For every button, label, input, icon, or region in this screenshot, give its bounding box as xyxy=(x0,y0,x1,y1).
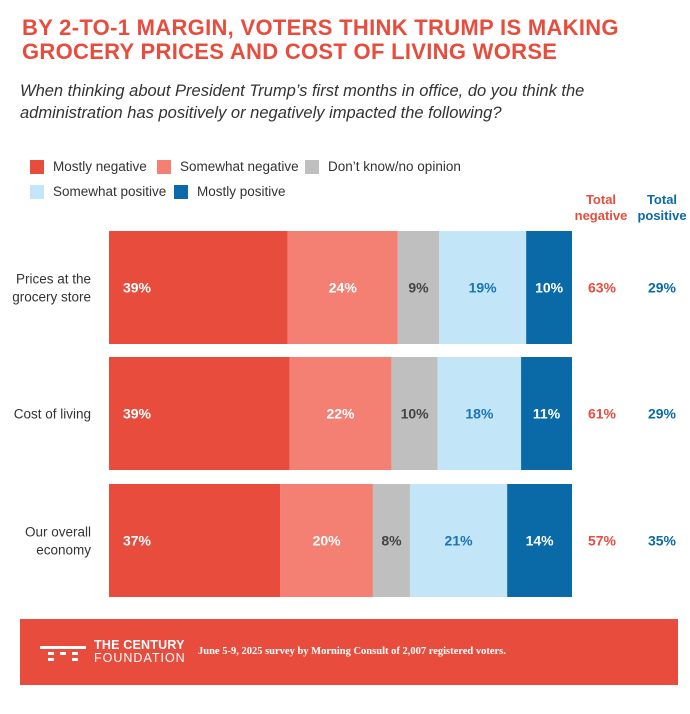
total-positive-header-line-1: Total xyxy=(646,192,678,207)
bar-data-label: 18% xyxy=(465,406,494,422)
legend-item-mostly-positive: Mostly positive xyxy=(174,184,286,199)
source-note: June 5-9, 2025 survey by Morning Consult… xyxy=(198,646,506,657)
legend-item-dont-know: Don’t know/no opinion xyxy=(305,159,461,174)
legend-label: Mostly positive xyxy=(197,184,286,199)
chart-title-line-2: GROCERY PRICES AND COST OF LIVING WORSE xyxy=(22,39,558,64)
bar-data-label: 20% xyxy=(313,533,342,549)
total-positive-value: 29% xyxy=(648,406,677,422)
chart-title-line-1: BY 2-TO-1 MARGIN, VOTERS THINK TRUMP IS … xyxy=(22,15,619,40)
century-foundation-logo-mark-icon xyxy=(40,642,86,662)
total-negative-header-line-2: negative xyxy=(574,208,628,223)
legend-swatch xyxy=(30,184,44,199)
bar-segment xyxy=(439,231,527,344)
chart-subtitle-line-1: When thinking about President Trump’s fi… xyxy=(20,82,585,100)
bar-data-label: 39% xyxy=(123,406,152,422)
total-negative-header-line-1: Total xyxy=(585,192,617,207)
category-label: economy xyxy=(36,543,91,558)
category-label: Prices at the xyxy=(16,272,91,287)
bar-segment xyxy=(287,231,398,344)
bar-segment xyxy=(507,484,572,597)
total-negative-value: 61% xyxy=(588,406,617,422)
total-positive-value: 35% xyxy=(648,533,677,549)
bar-segment xyxy=(372,484,410,597)
bar-data-label: 19% xyxy=(469,280,498,296)
footer-banner: THE CENTURY FOUNDATION June 5-9, 2025 su… xyxy=(20,619,678,685)
bar-segment xyxy=(109,357,290,470)
total-negative-value: 57% xyxy=(588,533,617,549)
legend-swatch xyxy=(305,159,319,174)
category-label: Our overall xyxy=(25,525,91,540)
legend-label: Don’t know/no opinion xyxy=(328,159,461,174)
legend-label: Somewhat negative xyxy=(180,159,299,174)
bar-data-label: 10% xyxy=(535,280,564,296)
chart-subtitle-line-2: administration has positively or negativ… xyxy=(20,104,502,122)
bar-segment xyxy=(109,484,281,597)
bar-segment xyxy=(280,484,373,597)
total-negative-header: Total negative xyxy=(571,192,631,224)
bar-data-label: 9% xyxy=(408,280,429,296)
bar-segment xyxy=(521,357,572,470)
bar-data-label: 10% xyxy=(401,406,430,422)
legend-label: Somewhat positive xyxy=(53,184,167,199)
bar-segment xyxy=(526,231,572,344)
bar-data-label: 14% xyxy=(526,533,555,549)
bar-data-label: 37% xyxy=(123,533,152,549)
category-label: grocery store xyxy=(12,290,91,305)
stacked-bar-chart: 39% 24% 9% 19% 10% Prices at the grocery store… xyxy=(12,231,677,597)
legend-label: Mostly negative xyxy=(53,159,147,174)
legend-item-somewhat-positive: Somewhat positive xyxy=(30,184,166,199)
bar-segment xyxy=(437,357,522,470)
logo-text-line-2: FOUNDATION xyxy=(94,651,186,665)
legend-item-somewhat-negative: Somewhat negative xyxy=(157,159,299,174)
bar-data-label: 24% xyxy=(329,280,358,296)
bar-data-label: 8% xyxy=(381,533,402,549)
bar-data-label: 11% xyxy=(533,406,561,422)
bar-segment xyxy=(289,357,392,470)
chart-title: BY 2-TO-1 MARGIN, VOTERS THINK TRUMP IS … xyxy=(22,16,662,64)
legend-swatch xyxy=(157,159,171,174)
bar-segment xyxy=(391,357,438,470)
legend-swatch xyxy=(174,184,188,199)
bar-data-label: 39% xyxy=(123,280,152,296)
century-foundation-logo: THE CENTURY FOUNDATION xyxy=(40,639,186,665)
total-positive-header: Total positive xyxy=(634,192,690,224)
category-label: Cost of living xyxy=(14,407,91,422)
total-positive-value: 29% xyxy=(648,280,677,296)
total-negative-value: 63% xyxy=(588,280,617,296)
total-positive-header-line-2: positive xyxy=(637,208,687,223)
chart-subtitle: When thinking about President Trump’s fi… xyxy=(20,80,620,124)
legend-item-mostly-negative: Mostly negative xyxy=(30,159,147,174)
legend-swatch xyxy=(30,159,44,174)
logo-text-line-1: THE CENTURY xyxy=(94,638,185,652)
bar-segment xyxy=(409,484,508,597)
bar-segment xyxy=(109,231,288,344)
bar-data-label: 22% xyxy=(326,406,355,422)
bar-segment xyxy=(397,231,440,344)
bar-data-label: 21% xyxy=(445,533,474,549)
